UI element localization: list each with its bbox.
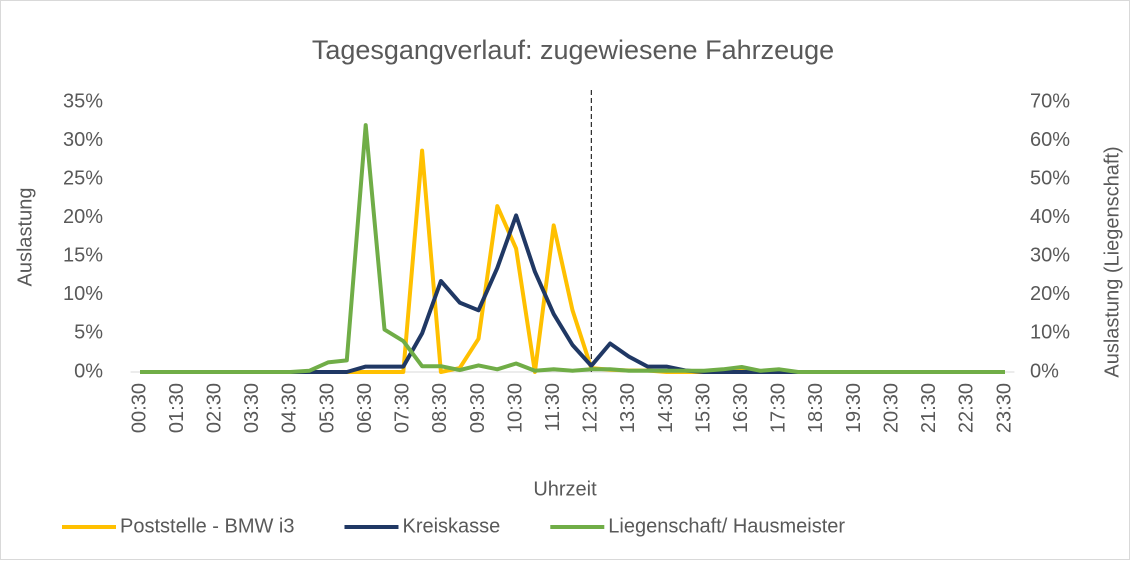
y2-axis-title: Auslastung (Liegenschaft) [1101,146,1123,377]
x-tick-label: 17:30 [768,383,790,433]
y-axis-title: Auslastung [14,188,36,287]
x-tick-label: 04:30 [279,383,301,433]
x-tick-label: 10:30 [504,383,526,433]
x-tick-label: 09:30 [467,383,489,433]
y-tick-label: 25% [63,167,103,189]
x-tick-label: 11:30 [542,383,564,432]
y2-tick-label: 60% [1030,129,1070,151]
y2-tick-label: 50% [1030,167,1070,189]
x-tick-label: 18:30 [805,383,827,433]
y2-tick-label: 70% [1030,90,1070,112]
x-tick-label: 01:30 [166,383,188,433]
x-tick-label: 07:30 [392,383,414,433]
y-tick-label: 35% [63,90,103,112]
x-tick-label: 22:30 [956,383,978,433]
x-tick-label: 12:30 [580,383,602,433]
x-tick-label: 23:30 [993,383,1015,433]
x-tick-label: 14:30 [655,383,677,433]
series-line [140,123,1005,374]
legend-label: Poststelle - BMW i3 [120,515,294,537]
x-tick-label: 05:30 [316,383,338,433]
y2-tick-label: 10% [1030,322,1070,344]
y2-tick-label: 20% [1030,283,1070,305]
y-tick-label: 30% [63,129,103,151]
y2-tick-label: 0% [1030,360,1059,382]
x-tick-label: 15:30 [692,383,714,433]
chart-title: Tagesgangverlauf: zugewiesene Fahrzeuge [312,35,834,65]
legend-label: Kreiskasse [402,515,500,537]
y-tick-label: 10% [63,283,103,305]
x-tick-label: 00:30 [128,383,150,433]
x-tick-label: 13:30 [617,383,639,433]
x-tick-label: 19:30 [843,383,865,433]
x-tick-label: 06:30 [354,383,376,433]
legend-label: Liegenschaft/ Hausmeister [608,515,845,537]
y-tick-label: 5% [74,322,103,344]
y2-tick-label: 40% [1030,206,1070,228]
y-tick-label: 15% [63,245,103,267]
x-tick-label: 16:30 [730,383,752,433]
x-tick-label: 03:30 [241,383,263,433]
x-tick-label: 20:30 [880,383,902,433]
x-tick-label: 21:30 [918,383,940,433]
y-tick-label: 0% [74,360,103,382]
y2-tick-label: 30% [1030,245,1070,267]
x-axis-title: Uhrzeit [533,478,597,500]
y-tick-label: 20% [63,206,103,228]
x-tick-label: 02:30 [203,383,225,433]
x-tick-label: 08:30 [429,383,451,433]
